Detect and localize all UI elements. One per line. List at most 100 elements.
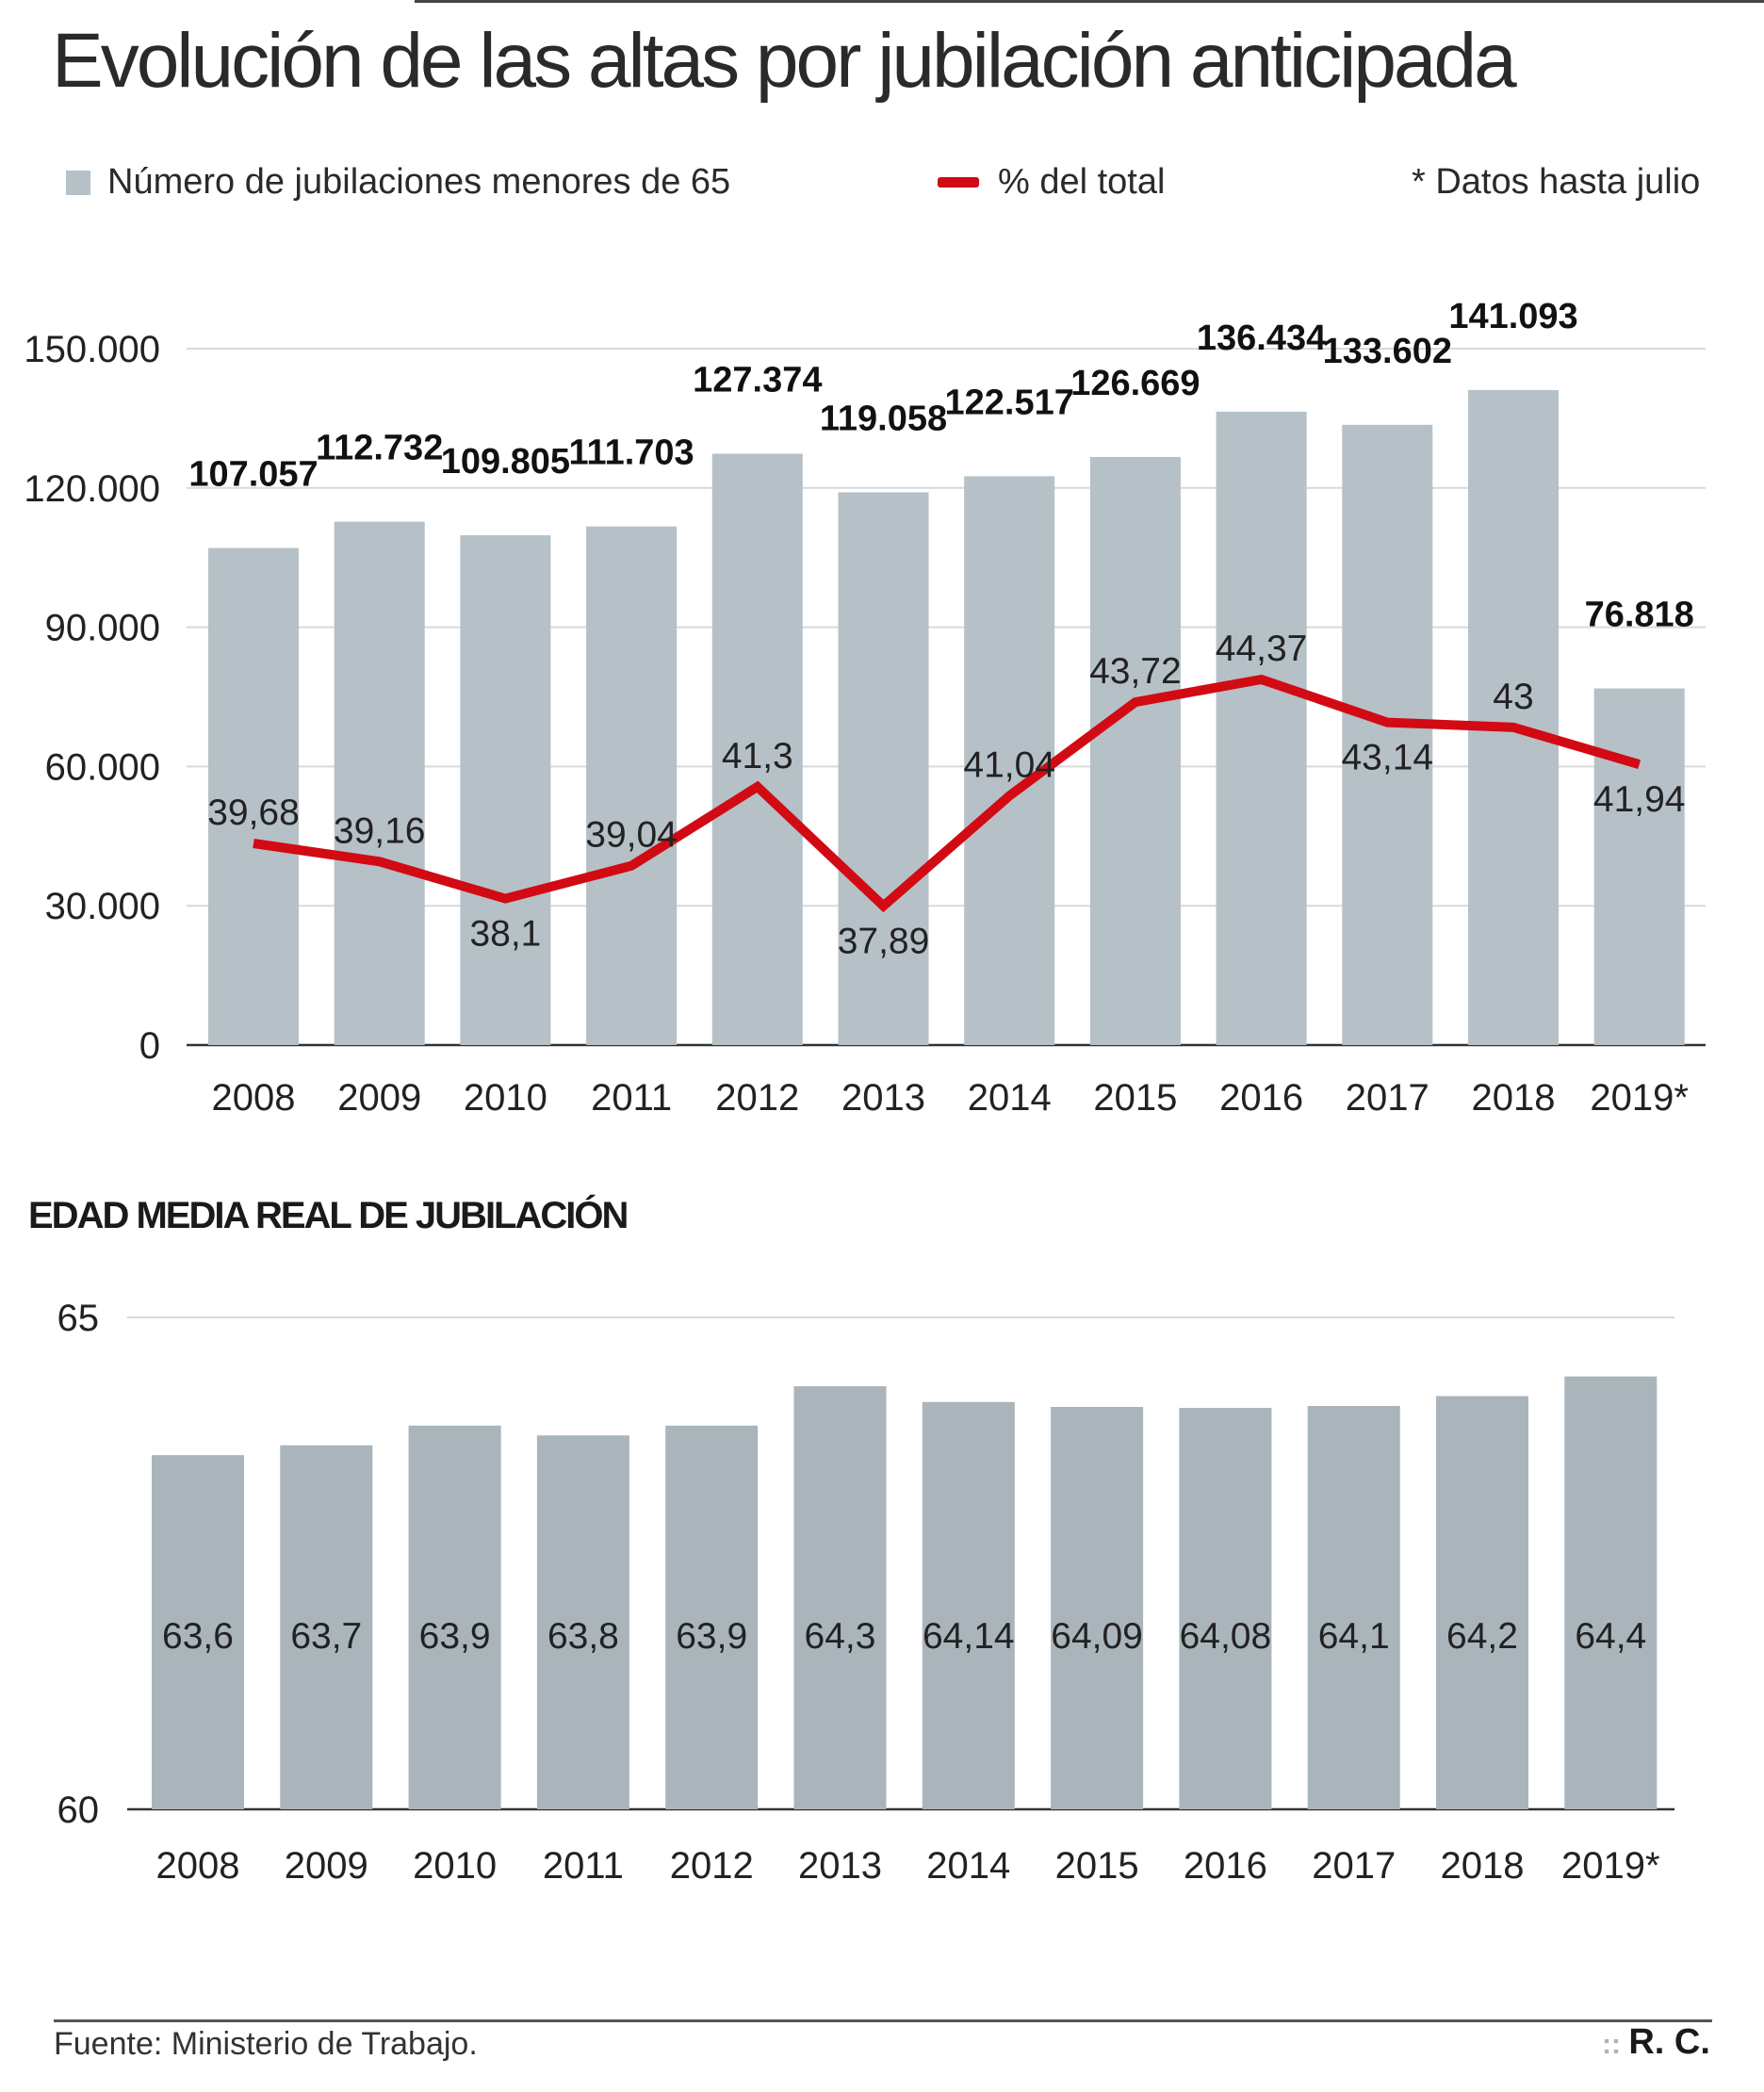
bar2-value-label: 64,4: [1575, 1616, 1646, 1657]
x-tick-label-2: 2015: [1055, 1845, 1139, 1887]
bar-value-label: 76.818: [1585, 596, 1694, 635]
percent-label: 43: [1493, 677, 1533, 717]
legend-bars-label: Número de jubilaciones menores de 65: [107, 162, 731, 202]
legend-bar-swatch: [66, 170, 90, 195]
x-tick-label-2: 2009: [285, 1845, 368, 1887]
bar-2012: [711, 453, 803, 1045]
x-tick-label-2: 2017: [1312, 1845, 1396, 1887]
bar-2014: [964, 476, 1055, 1046]
bar2-2019*: [1564, 1376, 1658, 1809]
x-tick-label-2: 2018: [1441, 1845, 1525, 1887]
x-tick-label-2: 2011: [543, 1845, 624, 1887]
percent-label: 43,72: [1089, 651, 1182, 692]
bar2-2014: [922, 1401, 1015, 1809]
bar2-2010: [408, 1425, 501, 1809]
bar2-2009: [280, 1445, 373, 1809]
footer-rule: [54, 2019, 1712, 2022]
bar2-value-label: 63,8: [547, 1616, 619, 1657]
credit-text: R. C.: [1628, 2022, 1710, 2062]
legend-line: % del total: [938, 162, 1165, 203]
percent-label: 37,89: [838, 921, 930, 961]
bar2-2013: [793, 1386, 887, 1809]
percent-label: 39,16: [334, 810, 426, 851]
bar2-value-label: 64,14: [923, 1616, 1015, 1657]
x-tick-label: 2017: [1346, 1077, 1429, 1119]
x-tick-label: 2008: [212, 1077, 296, 1119]
bar-2008: [208, 548, 299, 1045]
bar2-value-label: 64,1: [1318, 1616, 1390, 1657]
percent-label: 44,37: [1216, 629, 1308, 669]
x-tick-label: 2012: [715, 1077, 799, 1119]
x-tick-label-2: 2008: [156, 1845, 240, 1887]
bar2-value-label: 64,08: [1180, 1616, 1272, 1657]
x-tick-label: 2015: [1093, 1077, 1177, 1119]
y-tick-label-2: 65: [57, 1298, 100, 1339]
bar-value-label: 111.703: [569, 433, 694, 473]
x-tick-label: 2016: [1219, 1077, 1303, 1119]
bar-2010: [460, 535, 551, 1045]
x-tick-label-2: 2016: [1184, 1845, 1267, 1887]
bar-2015: [1089, 456, 1181, 1045]
bar2-2016: [1179, 1408, 1272, 1809]
x-tick-label-2: 2013: [798, 1845, 882, 1887]
y-tick-label: 0: [139, 1025, 160, 1067]
percent-label: 41,04: [963, 745, 1055, 786]
y-tick-label: 90.000: [45, 608, 160, 649]
x-tick-label: 2011: [591, 1077, 672, 1119]
bar-2017: [1342, 424, 1433, 1045]
bar2-2017: [1307, 1405, 1400, 1809]
percent-label: 39,68: [207, 793, 300, 833]
x-tick-label-2: 2012: [670, 1845, 754, 1887]
percent-label: 39,04: [585, 815, 678, 856]
bar-value-label: 119.058: [820, 399, 947, 438]
bar-2018: [1468, 389, 1559, 1045]
bar2-2018: [1436, 1396, 1528, 1809]
y-tick-label: 30.000: [45, 886, 160, 927]
legend-bars: Número de jubilaciones menores de 65: [66, 162, 730, 203]
chart-title: Evolución de las altas por jubilación an…: [52, 18, 1517, 104]
chart2-title: EDAD MEDIA REAL DE JUBILACIÓN: [28, 1195, 629, 1236]
bar-value-label: 122.517: [945, 383, 1074, 422]
bar-value-label: 136.434: [1197, 319, 1326, 358]
x-tick-label: 2010: [464, 1077, 547, 1119]
bar2-value-label: 64,3: [805, 1616, 876, 1657]
bar-value-label: 112.732: [316, 429, 443, 468]
bar2-value-label: 63,7: [290, 1616, 362, 1657]
bar2-2011: [536, 1435, 629, 1809]
percent-label: 41,3: [722, 736, 793, 776]
bar2-value-label: 64,2: [1446, 1616, 1518, 1657]
bar-value-label: 133.602: [1323, 332, 1452, 371]
bar-2016: [1216, 411, 1307, 1045]
y-tick-label: 60.000: [45, 746, 160, 788]
percent-label: 38,1: [469, 914, 541, 955]
x-tick-label: 2018: [1472, 1077, 1556, 1119]
credit: :: R. C.: [1602, 2022, 1710, 2063]
x-tick-label: 2013: [841, 1077, 925, 1119]
y-tick-label: 150.000: [24, 329, 160, 370]
bar-2011: [586, 526, 678, 1045]
bar-value-label: 107.057: [188, 455, 318, 495]
bar2-value-label: 63,9: [419, 1616, 491, 1657]
bar2-value-label: 63,6: [162, 1616, 234, 1657]
x-tick-label-2: 2010: [413, 1845, 497, 1887]
x-tick-label: 2009: [337, 1077, 421, 1119]
bar2-value-label: 63,9: [676, 1616, 747, 1657]
y-tick-label: 120.000: [24, 468, 160, 510]
legend-line-label: % del total: [998, 162, 1166, 202]
percent-line: [253, 674, 1642, 913]
x-tick-label: 2019*: [1590, 1077, 1689, 1119]
bar2-value-label: 64,09: [1051, 1616, 1143, 1657]
x-tick-label: 2014: [968, 1077, 1052, 1119]
percent-label: 41,94: [1593, 779, 1686, 820]
bar-2013: [838, 492, 929, 1045]
top-rule: [415, 0, 1764, 3]
bar2-2008: [152, 1455, 244, 1809]
dots-icon: ::: [1602, 2029, 1629, 2060]
bar-2019*: [1593, 688, 1685, 1045]
legend-note: * Datos hasta julio: [1412, 162, 1701, 202]
y-tick-label-2: 60: [57, 1790, 100, 1831]
bar-value-label: 109.805: [441, 442, 570, 482]
legend-line-swatch: [938, 177, 979, 188]
bar2-2012: [665, 1425, 759, 1809]
